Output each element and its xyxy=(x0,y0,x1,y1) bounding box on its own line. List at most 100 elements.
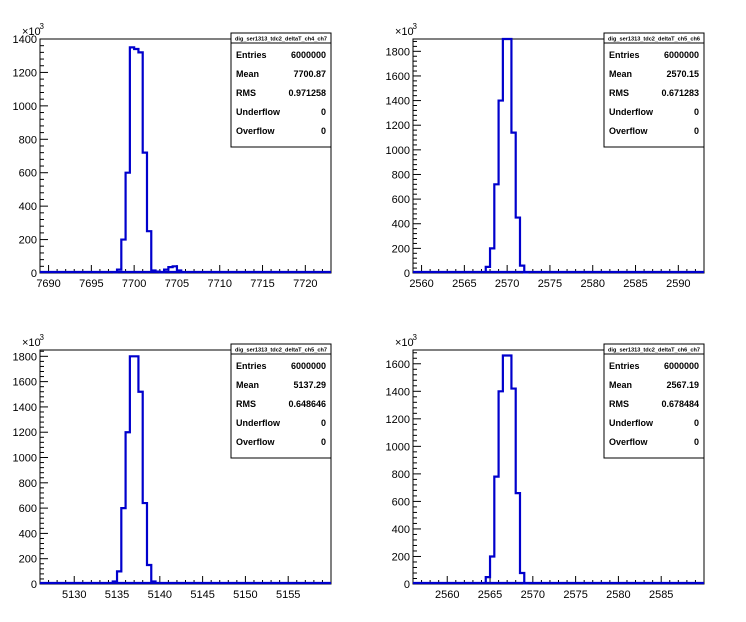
stats-key: Entries xyxy=(236,361,267,371)
x-tick-label: 7705 xyxy=(165,278,189,290)
histogram-panel-4: 2560 2565 2570 2575 2580 2585 0 200 400 600 800 100… xyxy=(386,333,705,601)
x-tick-label: 2580 xyxy=(606,589,630,601)
y-tick-label: 1600 xyxy=(386,359,410,371)
y-tick-label: 0 xyxy=(404,579,410,591)
stats-key: RMS xyxy=(609,399,629,409)
y-tick-label: 1000 xyxy=(13,101,37,113)
x-tick-label: 2575 xyxy=(563,589,587,601)
y-tick-label: 400 xyxy=(392,524,410,536)
x-tick-label: 7690 xyxy=(36,278,60,290)
x-tick-label: 7700 xyxy=(122,278,146,290)
x-tick-label: 7715 xyxy=(250,278,274,290)
y-tick-label: 1400 xyxy=(386,96,410,108)
stats-key: Mean xyxy=(236,380,259,390)
y-tick-label: 1800 xyxy=(386,46,410,58)
stats-key: Entries xyxy=(609,50,640,60)
stats-box-frame xyxy=(603,32,705,148)
histogram-series xyxy=(484,354,530,585)
x-tick-label: 2590 xyxy=(666,278,690,290)
stats-key: Underflow xyxy=(236,418,281,428)
x-tick-label: 7695 xyxy=(79,278,103,290)
histogram-series xyxy=(111,46,187,274)
stats-box: dig_ser1313_tdc2_deltaT_ch4_ch7 Entries 60… xyxy=(230,32,332,148)
y-multiplier-label: ×10 xyxy=(395,26,414,38)
stats-key: Entries xyxy=(609,361,640,371)
stats-title: dig_ser1313_tdc2_deltaT_ch4_ch7 xyxy=(235,37,327,43)
x-tick-label: 5150 xyxy=(233,589,257,601)
y-tick-label: 400 xyxy=(19,528,37,540)
y-tick-label: 200 xyxy=(19,235,37,247)
y-tick-label: 800 xyxy=(19,478,37,490)
y-tick-label: 1600 xyxy=(13,377,37,389)
stats-box: dig_ser1313_tdc2_deltaT_ch6_ch7 Entries 60… xyxy=(603,343,705,459)
y-tick-label: 1800 xyxy=(13,351,37,363)
stats-value: 0.671283 xyxy=(661,88,699,98)
stats-value: 6000000 xyxy=(291,50,326,60)
y-tick-label: 200 xyxy=(392,551,410,563)
stats-value: 0 xyxy=(321,418,326,428)
y-tick-label: 1400 xyxy=(386,386,410,398)
y-tick-label: 1400 xyxy=(13,34,37,46)
stats-value: 0.678484 xyxy=(661,399,699,409)
x-tick-label: 2560 xyxy=(435,589,459,601)
stats-value: 2567.19 xyxy=(666,380,699,390)
x-tick-label: 5145 xyxy=(190,589,214,601)
y-multiplier-label: ×10 xyxy=(395,337,414,349)
histogram-panel-2: 2560 2565 2570 2575 2580 2585 2590 0 200 400 600 80… xyxy=(386,22,705,290)
x-tick-label: 7720 xyxy=(293,278,317,290)
stats-key: Entries xyxy=(236,50,267,60)
histogram-series xyxy=(111,355,157,584)
y-tick-label: 0 xyxy=(31,268,37,280)
y-tick-label: 600 xyxy=(19,503,37,515)
y-tick-label: 1000 xyxy=(386,145,410,157)
stats-key: Overflow xyxy=(609,126,649,136)
histogram-series xyxy=(484,37,530,274)
stats-value: 7700.87 xyxy=(293,69,326,79)
x-tick-label: 7710 xyxy=(207,278,231,290)
y-multiplier-exponent: 3 xyxy=(413,22,418,31)
stats-box-frame xyxy=(230,343,332,459)
stats-value: 0 xyxy=(321,437,326,447)
y-tick-label: 200 xyxy=(19,554,37,566)
stats-value: 0.648646 xyxy=(288,399,326,409)
x-tick-label: 5140 xyxy=(148,589,172,601)
y-tick-label: 0 xyxy=(31,579,37,591)
histogram-panel-1: 7690 7695 7700 7705 7710 7715 7720 0 200 400 600 80… xyxy=(13,22,332,290)
x-tick-label: 2565 xyxy=(478,589,502,601)
y-tick-label: 400 xyxy=(19,201,37,213)
stats-key: Mean xyxy=(609,380,632,390)
stats-key: Mean xyxy=(236,69,259,79)
stats-key: Overflow xyxy=(236,437,276,447)
stats-box: dig_ser1313_tdc2_deltaT_ch5_ch7 Entries 60… xyxy=(230,343,332,459)
y-tick-label: 800 xyxy=(392,469,410,481)
y-tick-label: 600 xyxy=(392,194,410,206)
y-multiplier-label: ×10 xyxy=(22,26,41,38)
y-multiplier-exponent: 3 xyxy=(413,333,418,342)
y-tick-label: 600 xyxy=(19,168,37,180)
y-tick-label: 1200 xyxy=(13,427,37,439)
stats-value: 2570.15 xyxy=(666,69,699,79)
x-tick-label: 2580 xyxy=(580,278,604,290)
stats-value: 5137.29 xyxy=(293,380,326,390)
stats-title: dig_ser1313_tdc2_deltaT_ch5_ch7 xyxy=(235,348,327,354)
stats-key: Underflow xyxy=(609,107,654,117)
stats-value: 6000000 xyxy=(291,361,326,371)
x-tick-label: 2570 xyxy=(521,589,545,601)
stats-key: RMS xyxy=(236,88,256,98)
stats-value: 0 xyxy=(694,418,699,428)
x-tick-label: 5135 xyxy=(105,589,129,601)
x-tick-label: 2565 xyxy=(452,278,476,290)
stats-value: 6000000 xyxy=(664,361,699,371)
stats-box-frame xyxy=(603,343,705,459)
x-tick-label: 5130 xyxy=(62,589,86,601)
y-tick-label: 1400 xyxy=(13,402,37,414)
y-tick-label: 1000 xyxy=(13,453,37,465)
stats-title: dig_ser1313_tdc2_deltaT_ch6_ch7 xyxy=(608,348,700,354)
y-tick-label: 1600 xyxy=(386,71,410,83)
stats-key: RMS xyxy=(236,399,256,409)
stats-value: 0 xyxy=(321,107,326,117)
histogram-panel-3: 5130 5135 5140 5145 5150 5155 0 200 400 600 800 100… xyxy=(13,333,332,601)
stats-key: Underflow xyxy=(609,418,654,428)
y-tick-label: 1200 xyxy=(386,414,410,426)
y-multiplier-exponent: 3 xyxy=(40,22,45,31)
